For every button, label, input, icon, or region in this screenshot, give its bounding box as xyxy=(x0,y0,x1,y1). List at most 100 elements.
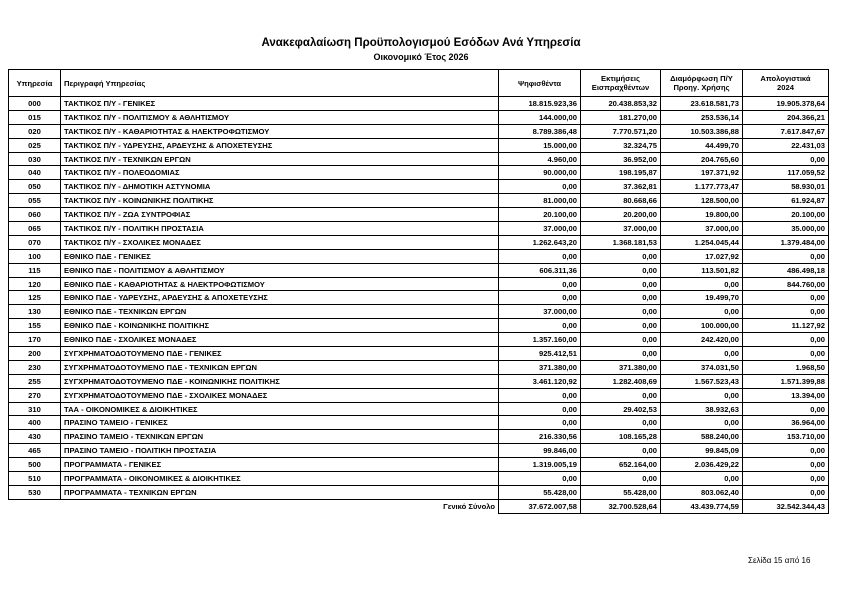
amount: 0,00 xyxy=(742,471,829,486)
amount: 7.617.847,67 xyxy=(742,123,829,139)
service-code: 430 xyxy=(8,429,61,445)
amount: 0,00 xyxy=(580,443,661,459)
amount: 197.371,92 xyxy=(660,165,743,181)
service-description: ΣΥΓΧΡΗΜΑΤΟΔΟΤΟΥΜΕΝΟ ΠΔΕ - ΣΧΟΛΙΚΕΣ ΜΟΝΑΔ… xyxy=(60,387,499,403)
header-line: 2024 xyxy=(777,83,794,92)
amount: 0,00 xyxy=(498,318,581,334)
amount: 198.195,87 xyxy=(580,165,661,181)
amount: 0,00 xyxy=(742,332,829,348)
table-row: 400 ΠΡΑΣΙΝΟ ΤΑΜΕΙΟ - ΓΕΝΙΚΕΣ 0,00 0,00 0,00 3… xyxy=(8,415,829,431)
amount: 0,00 xyxy=(498,387,581,403)
amount: 18.815.923,36 xyxy=(498,96,581,111)
amount: 0,00 xyxy=(580,387,661,403)
service-code: 500 xyxy=(8,457,61,473)
amount: 0,00 xyxy=(742,401,829,417)
amount: 1.567.523,43 xyxy=(660,373,743,389)
service-code: 060 xyxy=(8,207,61,223)
amount: 36.952,00 xyxy=(580,151,661,167)
amount: 0,00 xyxy=(742,457,829,473)
service-description: ΕΘΝΙΚΟ ΠΔΕ - ΠΟΛΙΤΙΣΜΟΥ & ΑΘΛΗΤΙΣΜΟΥ xyxy=(60,262,499,278)
amount: 844.760,00 xyxy=(742,276,829,292)
table-row: 100 ΕΘΝΙΚΟ ΠΔΕ - ΓΕΝΙΚΕΣ 0,00 0,00 17.027,92… xyxy=(8,248,829,264)
table-row: 130 ΕΘΝΙΚΟ ΠΔΕ - ΤΕΧΝΙΚΩΝ ΕΡΓΩΝ 37.000,00 0… xyxy=(8,304,829,320)
amount: 90.000,00 xyxy=(498,165,581,181)
service-code: 025 xyxy=(8,137,61,153)
service-description: ΠΡΑΣΙΝΟ ΤΑΜΕΙΟ - ΓΕΝΙΚΕΣ xyxy=(60,415,499,431)
header-line: Προηγ. Χρήσης xyxy=(673,83,730,92)
amount: 242.420,00 xyxy=(660,332,743,348)
table-row: 015 ΤΑΚΤΙΚΟΣ Π/Υ - ΠΟΛΙΤΙΣΜΟΥ & ΑΘΛΗΤΙΣΜΟ… xyxy=(8,109,829,125)
service-description: ΤΑΚΤΙΚΟΣ Π/Υ - ΔΗΜΟΤΙΚΗ ΑΣΤΥΝΟΜΙΑ xyxy=(60,179,499,195)
header-row: Υπηρεσία Περιγραφή Υπηρεσίας Ψηφισθέντα Εκτ… xyxy=(8,69,829,97)
amount: 113.501,82 xyxy=(660,262,743,278)
service-code: 015 xyxy=(8,109,61,125)
service-code: 065 xyxy=(8,221,61,236)
amount: 19.800,00 xyxy=(660,207,743,223)
amount: 0,00 xyxy=(742,443,829,459)
service-code: 270 xyxy=(8,387,61,403)
service-code: 230 xyxy=(8,359,61,375)
budget-table: Υπηρεσία Περιγραφή Υπηρεσίας Ψηφισθέντα Εκτ… xyxy=(8,69,829,514)
amount: 371.380,00 xyxy=(498,359,581,375)
amount: 20.100,00 xyxy=(742,207,829,223)
amount: 0,00 xyxy=(580,332,661,348)
table-row: 530 ΠΡΟΓΡΑΜΜΑΤΑ - ΤΕΧΝΙΚΩΝ ΕΡΓΩΝ 55.428,00… xyxy=(8,484,829,500)
amount: 19.905.378,64 xyxy=(742,96,829,111)
amount: 38.932,63 xyxy=(660,401,743,417)
total-amount: 43.439.774,59 xyxy=(660,498,743,514)
service-description: ΣΥΓΧΡΗΜΑΤΟΔΟΤΟΥΜΕΝΟ ΠΔΕ - ΚΟΙΝΩΝΙΚΗΣ ΠΟΛ… xyxy=(60,373,499,389)
amount: 0,00 xyxy=(660,276,743,292)
table-row: 030 ΤΑΚΤΙΚΟΣ Π/Υ - ΤΕΧΝΙΚΩΝ ΕΡΓΩΝ 4.960,00… xyxy=(8,151,829,167)
amount: 0,00 xyxy=(580,290,661,306)
service-description: ΠΡΑΣΙΝΟ ΤΑΜΕΙΟ - ΤΕΧΝΙΚΩΝ ΕΡΓΩΝ xyxy=(60,429,499,445)
amount: 1.368.181,53 xyxy=(580,234,661,250)
header-line: Περιγραφή Υπηρεσίας xyxy=(64,78,146,88)
amount: 0,00 xyxy=(580,471,661,486)
amount: 29.402,53 xyxy=(580,401,661,417)
amount: 32.324,75 xyxy=(580,137,661,153)
amount: 11.127,92 xyxy=(742,318,829,334)
amount: 37.000,00 xyxy=(498,221,581,236)
amount: 1.177.773,47 xyxy=(660,179,743,195)
amount: 81.000,00 xyxy=(498,193,581,209)
amount: 19.499,70 xyxy=(660,290,743,306)
table-row: 125 ΕΘΝΙΚΟ ΠΔΕ - ΥΔΡΕΥΣΗΣ, ΑΡΔΕΥΣΗΣ & ΑΠΟ… xyxy=(8,290,829,306)
amount: 486.498,18 xyxy=(742,262,829,278)
service-code: 400 xyxy=(8,415,61,431)
amount: 1.319.005,19 xyxy=(498,457,581,473)
amount: 20.438.853,32 xyxy=(580,96,661,111)
total-label: Γενικό Σύνολο xyxy=(443,502,495,512)
amount: 0,00 xyxy=(498,276,581,292)
spacer xyxy=(9,499,61,513)
table-row: 465 ΠΡΑΣΙΝΟ ΤΑΜΕΙΟ - ΠΟΛΙΤΙΚΗ ΠΡΟΣΤΑΣΙΑ 99… xyxy=(8,443,829,459)
amount: 37.000,00 xyxy=(580,221,661,236)
amount: 0,00 xyxy=(498,401,581,417)
service-code: 040 xyxy=(8,165,61,181)
table-row: 270 ΣΥΓΧΡΗΜΑΤΟΔΟΤΟΥΜΕΝΟ ΠΔΕ - ΣΧΟΛΙΚΕΣ ΜΟ… xyxy=(8,387,829,403)
table-row: 020 ΤΑΚΤΙΚΟΣ Π/Υ - ΚΑΘΑΡΙΟΤΗΤΑΣ & ΗΛΕΚΤΡΟ… xyxy=(8,123,829,139)
service-code: 050 xyxy=(8,179,61,195)
amount: 652.164,00 xyxy=(580,457,661,473)
amount: 2.036.429,22 xyxy=(660,457,743,473)
service-description: ΤΑΚΤΙΚΟΣ Π/Υ - ΣΧΟΛΙΚΕΣ ΜΟΝΑΔΕΣ xyxy=(60,234,499,250)
column-header: Περιγραφή Υπηρεσίας xyxy=(60,69,499,97)
service-code: 115 xyxy=(8,262,61,278)
column-header: Απολογιστικά 2024 xyxy=(742,69,829,97)
service-code: 310 xyxy=(8,401,61,417)
amount: 1.379.484,00 xyxy=(742,234,829,250)
table-row: 115 ΕΘΝΙΚΟ ΠΔΕ - ΠΟΛΙΤΙΣΜΟΥ & ΑΘΛΗΤΙΣΜΟΥ 6… xyxy=(8,262,829,278)
amount: 925.412,51 xyxy=(498,346,581,361)
amount: 374.031,50 xyxy=(660,359,743,375)
amount: 1.968,50 xyxy=(742,359,829,375)
service-code: 070 xyxy=(8,234,61,250)
service-code: 155 xyxy=(8,318,61,334)
page-number: Σελίδα 15 από 16 xyxy=(748,556,811,565)
amount: 4.960,00 xyxy=(498,151,581,167)
amount: 0,00 xyxy=(742,290,829,306)
amount: 1.262.643,20 xyxy=(498,234,581,250)
amount: 15.000,00 xyxy=(498,137,581,153)
amount: 803.062,40 xyxy=(660,484,743,500)
column-header: Διαμόρφωση Π/Υ Προηγ. Χρήσης xyxy=(660,69,743,97)
amount: 0,00 xyxy=(498,290,581,306)
amount: 153.710,00 xyxy=(742,429,829,445)
